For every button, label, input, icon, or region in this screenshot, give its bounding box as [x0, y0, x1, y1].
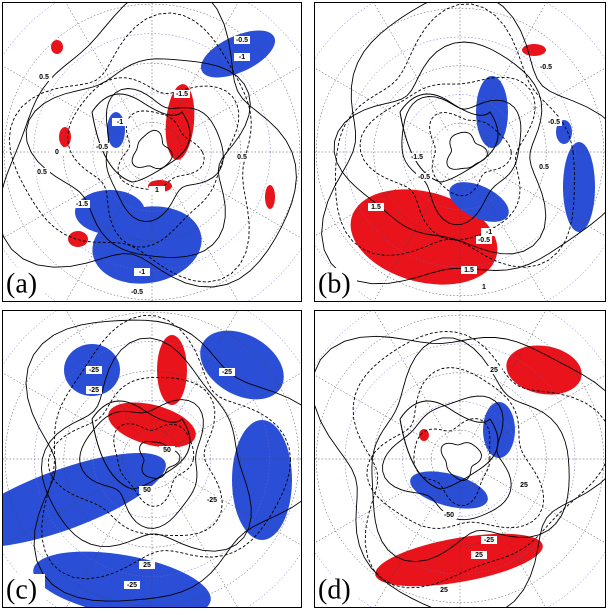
map-panel: 25 -50 25 25 -25 25 (d) — [281, 280, 608, 610]
contour-label: -25 — [127, 582, 137, 589]
contour-label: -50 — [444, 512, 454, 519]
contour-label: -1 — [239, 54, 245, 61]
contour-label: 25 — [520, 482, 528, 489]
contour-label: -0.5 — [418, 174, 430, 181]
contour-label: 50 — [143, 487, 151, 494]
contour-label: -1.5 — [76, 201, 88, 208]
contour-label: 25 — [440, 587, 448, 594]
anomaly-region — [563, 142, 595, 232]
contour-label: 0.5 — [37, 169, 47, 176]
anomaly-region — [59, 127, 71, 147]
contour-label: -0.5 — [548, 119, 560, 126]
contour-label: -1 — [486, 229, 492, 236]
contour-label: 25 — [143, 562, 151, 569]
contour-label: 0.5 — [539, 164, 549, 171]
contour-label: -0.5 — [131, 289, 143, 296]
map-panel: -1.5-0.51.51.51-1-0.50.5-0.5-0.5(b) — [281, 0, 608, 331]
contour-label: -1.5 — [411, 154, 423, 161]
contour-label: 0.5 — [237, 154, 247, 161]
contour-label: -1 — [139, 269, 145, 276]
contour-label: -0.5 — [478, 237, 490, 244]
anomaly-region — [107, 112, 125, 148]
contour-label: -25 — [89, 367, 99, 374]
contour-label: 0 — [55, 149, 59, 156]
contour-label: -25 — [89, 387, 99, 394]
anomaly-region — [75, 190, 145, 234]
contour-label: -25 — [222, 369, 232, 376]
contour-label: -0.5 — [236, 37, 248, 44]
panel-label: (a) — [6, 268, 37, 299]
contour-label: 1.5 — [464, 267, 474, 274]
contour-label: -0.5 — [96, 144, 108, 151]
anomaly-region — [68, 231, 88, 247]
anomaly-region — [265, 185, 275, 209]
panel-label: (b) — [318, 268, 351, 299]
anomaly-region — [157, 335, 187, 405]
contour-label: -1 — [117, 119, 123, 126]
contour-label: 1.5 — [371, 204, 381, 211]
map-panel: -25 -25 50 50 -25 -25 -25 25 (c) — [0, 276, 335, 610]
panel-label: (c) — [6, 574, 37, 605]
map-panel: -0.5 -1 0.5 -1.5 -1 -0.5 0 0.5 -1.5 -1 -0.5 1 0.5 (a) — [0, 0, 337, 337]
anomaly-region — [522, 44, 546, 56]
contour-label: 0.5 — [39, 74, 49, 81]
panel-label: (d) — [318, 574, 351, 605]
contour-label: -0.5 — [540, 64, 552, 71]
contour-label: 25 — [475, 552, 483, 559]
anomaly-region — [419, 429, 429, 441]
contour-label: 25 — [490, 367, 498, 374]
contour-label: 50 — [163, 447, 171, 454]
contour-label: -1.5 — [176, 91, 188, 98]
contour-label: 1 — [155, 187, 159, 194]
contour-label: -25 — [484, 537, 494, 544]
contour-label: -25 — [207, 497, 217, 504]
contour-label: 1 — [482, 284, 486, 291]
anomaly-region — [483, 402, 515, 458]
